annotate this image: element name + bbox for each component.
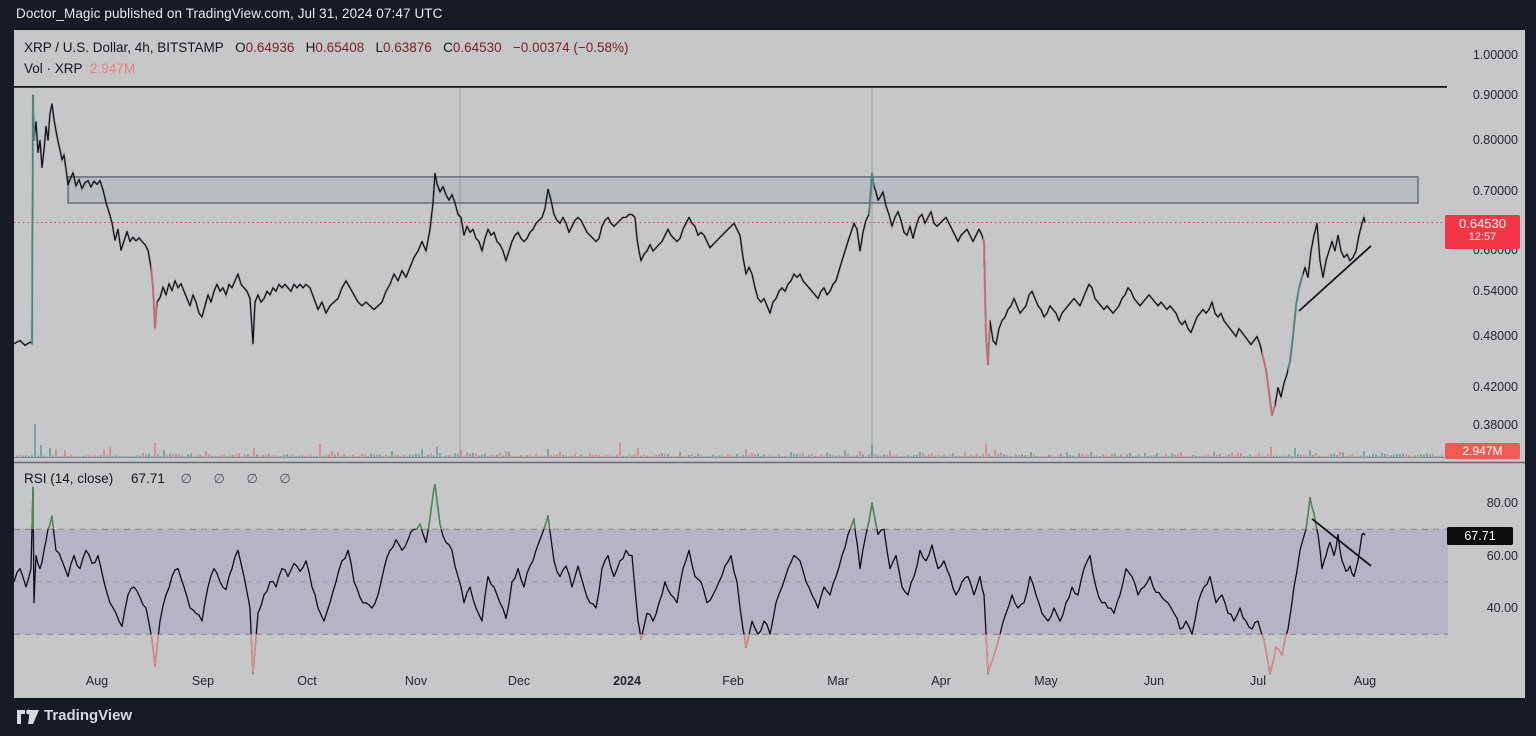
volume-badge: 2.947M	[1445, 443, 1520, 459]
high-label: H	[305, 40, 316, 55]
time-axis-label: Sep	[191, 674, 215, 688]
chart-background	[14, 30, 1525, 698]
time-axis-label: Mar	[827, 674, 849, 688]
tradingview-logo-icon[interactable]	[16, 707, 40, 727]
last-price-value: 0.64530	[1459, 216, 1506, 231]
price-scale[interactable]: 1.00000 0.90000 0.80000 0.70000 0.60000 0.540…	[1444, 30, 1525, 698]
close-label: C	[443, 40, 453, 55]
price-tick-label: 0.70000	[1472, 184, 1518, 199]
rsi-series-path	[14, 483, 1366, 675]
rsi-value: 67.71	[131, 471, 165, 486]
price-trendline	[1298, 245, 1372, 312]
low-value: 0.63876	[383, 40, 432, 55]
rsi-disabled-series-icons: ∅ ∅ ∅ ∅	[180, 471, 300, 486]
tradingview-brand[interactable]: TradingView	[44, 707, 133, 724]
price-tick-label: 0.80000	[1472, 133, 1518, 148]
low-label: L	[375, 40, 384, 55]
close-value: 0.64530	[452, 40, 502, 55]
volume-label: Vol · XRP	[24, 61, 83, 76]
bar-countdown: 12:57	[1468, 231, 1497, 243]
time-axis-label: 2024	[613, 674, 641, 688]
price-tick-label: 0.38000	[1472, 418, 1518, 432]
volume-histogram	[16, 424, 1443, 457]
price-tick-label: 0.48000	[1472, 328, 1518, 343]
publish-bar: Doctor_Magic published on TradingView.co…	[0, 0, 1536, 30]
time-axis-label: Feb	[722, 674, 744, 688]
high-value: 0.65408	[315, 40, 365, 55]
rsi-badge: 67.71	[1447, 527, 1513, 545]
price-tick-label: 0.90000	[1472, 88, 1518, 103]
open-value: 0.64936	[245, 40, 295, 55]
time-axis-label: Jul	[1250, 674, 1266, 688]
price-tick-label: 0.42000	[1472, 379, 1518, 394]
price-series-path	[14, 94, 1366, 416]
price-tick-label: 1.00000	[1472, 48, 1518, 62]
rsi-tick-label: 60.00	[1486, 548, 1518, 563]
change-value: −0.00374 (−0.58%)	[512, 40, 629, 55]
time-axis-label: Aug	[1353, 674, 1377, 688]
rsi-title: RSI (14, close)	[24, 471, 114, 486]
rsi-legend[interactable]: RSI (14, close) 67.71 ∅ ∅ ∅ ∅	[24, 471, 300, 487]
rsi-tick-label: 80.00	[1486, 496, 1518, 510]
last-price-badge: 0.64530 12:57	[1445, 215, 1520, 249]
resistance-box	[67, 176, 1419, 204]
time-axis-label: Jun	[1143, 674, 1165, 688]
volume-value: 2.947M	[90, 61, 136, 76]
time-scale[interactable]: Aug Sep Oct Nov Dec 2024 Feb Mar Apr May Jun Jul Aug	[14, 666, 1444, 698]
publish-text: Doctor_Magic published on TradingView.co…	[16, 6, 443, 21]
footer-bar: TradingView	[0, 698, 1536, 736]
volume-legend[interactable]: Vol · XRP 2.947M	[24, 61, 135, 76]
symbol-title[interactable]: XRP / U.S. Dollar, 4h, BITSTAMP	[24, 40, 224, 55]
time-axis-label: May	[1034, 674, 1058, 688]
time-axis-label: Nov	[404, 674, 428, 688]
time-axis-label: Oct	[297, 674, 317, 688]
time-axis-label: Apr	[931, 674, 951, 688]
symbol-legend[interactable]: XRP / U.S. Dollar, 4h, BITSTAMP O0.64936…	[24, 40, 629, 55]
open-label: O	[235, 40, 246, 55]
price-tick-label: 0.54000	[1472, 283, 1518, 298]
rsi-tick-label: 40.00	[1486, 601, 1518, 615]
time-axis-label: Aug	[85, 674, 109, 688]
time-axis-label: Dec	[507, 674, 531, 688]
rsi-trendline	[1311, 518, 1372, 567]
